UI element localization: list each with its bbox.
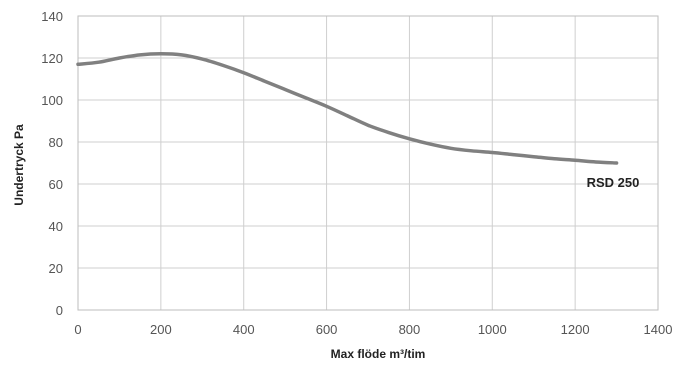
series-label: RSD 250 <box>587 175 640 190</box>
x-tick-label: 1400 <box>644 322 673 337</box>
x-tick-label: 0 <box>74 322 81 337</box>
plot-area <box>77 15 659 311</box>
y-tick-label: 0 <box>56 303 63 318</box>
x-tick-label: 1000 <box>478 322 507 337</box>
y-axis: 0 20 40 60 80 100 120 140 <box>41 9 63 318</box>
y-tick-label: 60 <box>49 177 63 192</box>
x-axis: 0 200 400 600 800 1000 1200 1400 <box>74 322 672 337</box>
x-tick-label: 1200 <box>561 322 590 337</box>
x-axis-title: Max flöde m³/tim <box>331 347 426 361</box>
y-tick-label: 100 <box>41 93 63 108</box>
x-tick-label: 800 <box>399 322 421 337</box>
x-tick-label: 400 <box>233 322 255 337</box>
series-layer: RSD 250 <box>76 52 640 190</box>
y-tick-label: 40 <box>49 219 63 234</box>
y-axis-title: Undertryck Pa <box>12 124 26 206</box>
y-tick-label: 80 <box>49 135 63 150</box>
y-tick-label: 140 <box>41 9 63 24</box>
x-tick-label: 600 <box>316 322 338 337</box>
grid <box>77 15 659 311</box>
x-tick-label: 200 <box>150 322 172 337</box>
y-tick-label: 20 <box>49 261 63 276</box>
y-tick-label: 120 <box>41 51 63 66</box>
series-line <box>76 52 619 165</box>
